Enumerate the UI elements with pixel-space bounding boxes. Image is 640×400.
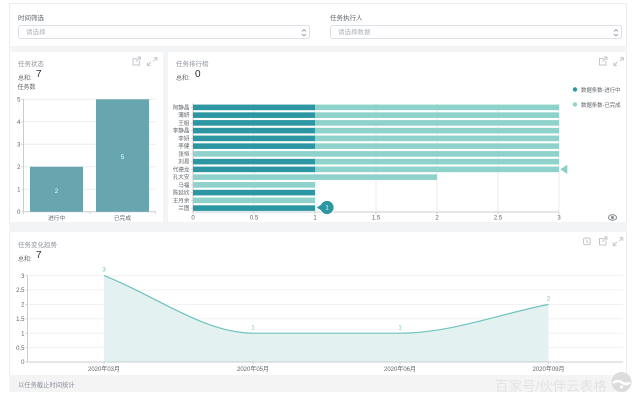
svg-text:数据条数-进行中: 数据条数-进行中 [581, 86, 621, 94]
svg-text:0.5: 0.5 [250, 216, 259, 222]
svg-text:已完成: 已完成 [114, 214, 131, 222]
svg-text:0.5: 0.5 [16, 346, 25, 352]
svg-text:2: 2 [435, 216, 439, 222]
svg-text:3: 3 [102, 268, 106, 274]
svg-text:数据条数-已完成: 数据条数-已完成 [581, 101, 621, 109]
svg-text:薄妍: 薄妍 [178, 111, 190, 119]
svg-text:兰图: 兰图 [178, 204, 190, 212]
svg-text:刘易: 刘易 [178, 158, 190, 166]
svg-text:王月余: 王月余 [173, 196, 190, 204]
svg-text:1: 1 [21, 331, 25, 337]
svg-text:李健: 李健 [178, 142, 190, 150]
svg-text:孔大安: 孔大安 [173, 173, 190, 181]
svg-text:2: 2 [17, 165, 21, 171]
svg-text:任务数: 任务数 [18, 83, 36, 91]
svg-text:3: 3 [557, 216, 561, 222]
svg-text:李妍: 李妍 [178, 134, 190, 142]
svg-text:2020年03月: 2020年03月 [88, 365, 120, 373]
svg-text:5: 5 [121, 155, 125, 161]
svg-text:1: 1 [251, 326, 255, 332]
svg-text:3: 3 [17, 143, 21, 149]
svg-text:0: 0 [21, 360, 25, 366]
svg-text:1: 1 [17, 188, 21, 194]
svg-text:阿静晶: 阿静晶 [173, 103, 190, 111]
svg-text:2.5: 2.5 [494, 216, 503, 222]
svg-text:1: 1 [313, 216, 317, 222]
svg-text:1: 1 [398, 326, 402, 332]
svg-text:进行中: 进行中 [48, 214, 65, 222]
svg-text:0: 0 [17, 210, 21, 216]
svg-text:2020年06月: 2020年06月 [384, 365, 416, 373]
svg-text:1.5: 1.5 [16, 317, 25, 323]
svg-text:2020年09月: 2020年09月 [532, 365, 564, 373]
svg-text:马福: 马福 [178, 181, 190, 189]
svg-text:2020年05月: 2020年05月 [237, 365, 269, 373]
svg-text:4: 4 [17, 120, 21, 126]
svg-text:张恒: 张恒 [178, 150, 190, 158]
svg-text:李静晶: 李静晶 [173, 127, 190, 135]
svg-text:1.5: 1.5 [372, 216, 381, 222]
svg-text:3: 3 [21, 274, 25, 280]
svg-text:1: 1 [325, 206, 329, 212]
svg-text:2: 2 [21, 303, 25, 309]
svg-text:王姐: 王姐 [178, 119, 190, 127]
svg-text:0: 0 [191, 216, 195, 222]
svg-text:代德龙: 代德龙 [173, 165, 190, 173]
svg-text:2.5: 2.5 [16, 288, 25, 294]
svg-text:2: 2 [55, 189, 59, 195]
svg-text:陈延欣: 陈延欣 [173, 189, 190, 197]
svg-text:5: 5 [17, 98, 21, 104]
svg-text:2: 2 [547, 296, 551, 302]
